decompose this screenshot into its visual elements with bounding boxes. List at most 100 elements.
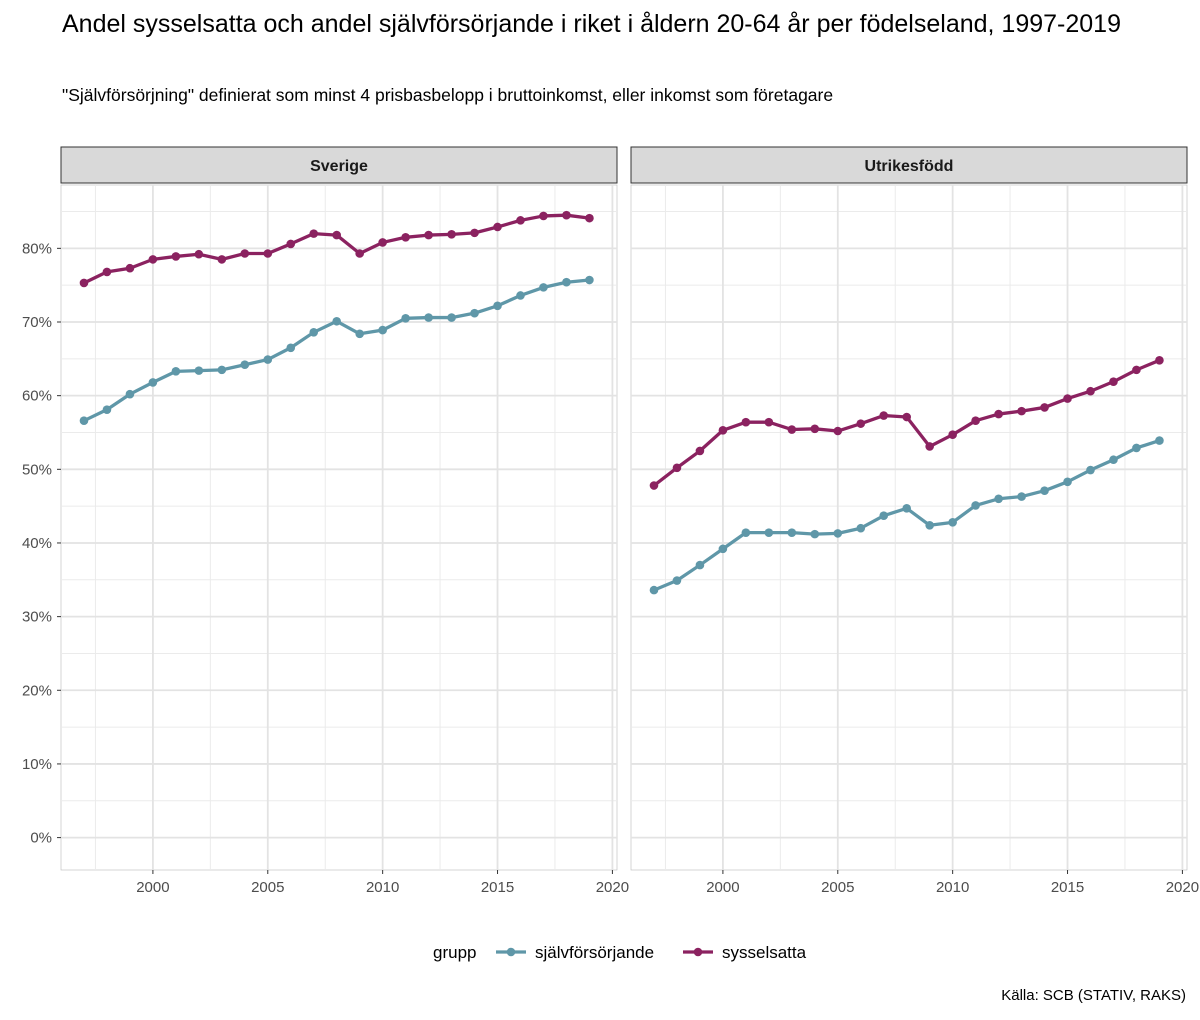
data-point	[309, 229, 319, 238]
data-point	[948, 430, 957, 439]
data-point	[741, 528, 751, 537]
data-point	[447, 313, 456, 322]
data-point	[810, 529, 820, 539]
data-point	[925, 520, 934, 530]
data-point	[148, 255, 158, 264]
legend-key-point	[693, 947, 703, 957]
y-tick-label: 30%	[22, 609, 52, 626]
data-point	[217, 255, 227, 264]
legend-title: grupp	[433, 943, 476, 962]
data-point	[539, 283, 548, 292]
data-point	[493, 301, 502, 311]
data-point	[833, 426, 843, 436]
data-point	[925, 442, 934, 451]
data-point	[470, 228, 479, 238]
y-tick-label: 80%	[22, 240, 52, 257]
data-point	[401, 314, 410, 323]
x-tick-label: 2015	[1051, 879, 1084, 896]
data-point	[516, 291, 525, 300]
data-point	[1086, 465, 1095, 475]
legend: grupp självförsörjande sysselsatta	[433, 943, 807, 962]
data-point	[401, 232, 410, 242]
data-point	[994, 494, 1003, 504]
data-point	[79, 278, 89, 288]
data-point	[672, 576, 682, 585]
data-point	[764, 528, 774, 537]
x-tick-label: 2010	[366, 879, 399, 896]
chart-subtitle: "Självförsörjning" definierat som minst …	[62, 85, 834, 105]
data-point	[810, 424, 820, 434]
source-caption: Källa: SCB (STATIV, RAKS)	[1001, 987, 1186, 1004]
x-tick-label: 2005	[251, 879, 284, 896]
strip-background	[60, 146, 618, 184]
data-point	[672, 463, 682, 473]
data-point	[240, 360, 250, 370]
data-point	[1063, 394, 1072, 403]
data-point	[879, 411, 889, 420]
data-point	[148, 378, 158, 387]
data-point	[217, 365, 227, 375]
data-point	[764, 417, 774, 427]
data-point	[1063, 477, 1072, 487]
data-point	[332, 316, 342, 326]
y-tick-label: 40%	[22, 535, 52, 552]
data-point	[695, 446, 705, 456]
x-tick-label: 2020	[596, 879, 629, 896]
data-point	[695, 560, 705, 570]
x-tick-label: 2015	[481, 879, 514, 896]
data-point	[879, 511, 889, 521]
y-tick-label: 50%	[22, 461, 52, 478]
data-point	[718, 425, 728, 435]
data-point	[948, 518, 957, 527]
strip-label: Utrikesfödd	[865, 158, 954, 175]
data-point	[493, 222, 502, 232]
data-point	[971, 501, 980, 510]
data-point	[447, 230, 456, 239]
data-point	[539, 211, 548, 221]
data-point	[102, 405, 112, 414]
data-point	[1155, 356, 1164, 365]
y-tick-label: 20%	[22, 682, 52, 699]
strip-background	[630, 146, 1188, 184]
data-point	[79, 416, 89, 425]
data-point	[649, 585, 659, 595]
data-point	[125, 263, 135, 273]
chart-title: Andel sysselsatta och andel självförsörj…	[62, 10, 1121, 38]
data-point	[424, 313, 433, 322]
data-point	[971, 416, 980, 425]
data-point	[649, 481, 659, 490]
panel-background	[630, 184, 1188, 871]
data-point	[1017, 492, 1026, 501]
x-tick-label: 2005	[821, 879, 854, 896]
data-point	[263, 249, 273, 258]
legend-item-label: självförsörjande	[535, 943, 654, 962]
panel-background	[60, 184, 618, 871]
y-tick-label: 10%	[22, 756, 52, 773]
data-point	[787, 425, 797, 434]
data-point	[332, 230, 342, 240]
x-tick-label: 2020	[1166, 879, 1199, 896]
data-point	[355, 249, 364, 258]
data-point	[585, 275, 594, 285]
data-point	[378, 238, 387, 247]
data-point	[902, 504, 912, 513]
data-point	[309, 328, 319, 337]
data-point	[171, 252, 181, 261]
data-point	[1017, 406, 1026, 416]
panel-0: Sverige 2000 2005 2010 2015 2020 0% 10% 20% 30% 40…	[22, 146, 629, 896]
data-point	[470, 308, 479, 318]
x-tick-label: 2000	[706, 879, 739, 896]
data-point	[856, 523, 866, 533]
data-point	[1155, 436, 1164, 445]
data-point	[240, 249, 250, 258]
data-point	[585, 213, 594, 223]
data-point	[1040, 486, 1049, 495]
data-point	[1132, 443, 1141, 453]
data-point	[424, 230, 433, 240]
data-point	[125, 389, 135, 399]
data-point	[1086, 386, 1095, 396]
data-point	[286, 239, 296, 249]
data-point	[902, 412, 912, 422]
data-point	[102, 267, 112, 277]
